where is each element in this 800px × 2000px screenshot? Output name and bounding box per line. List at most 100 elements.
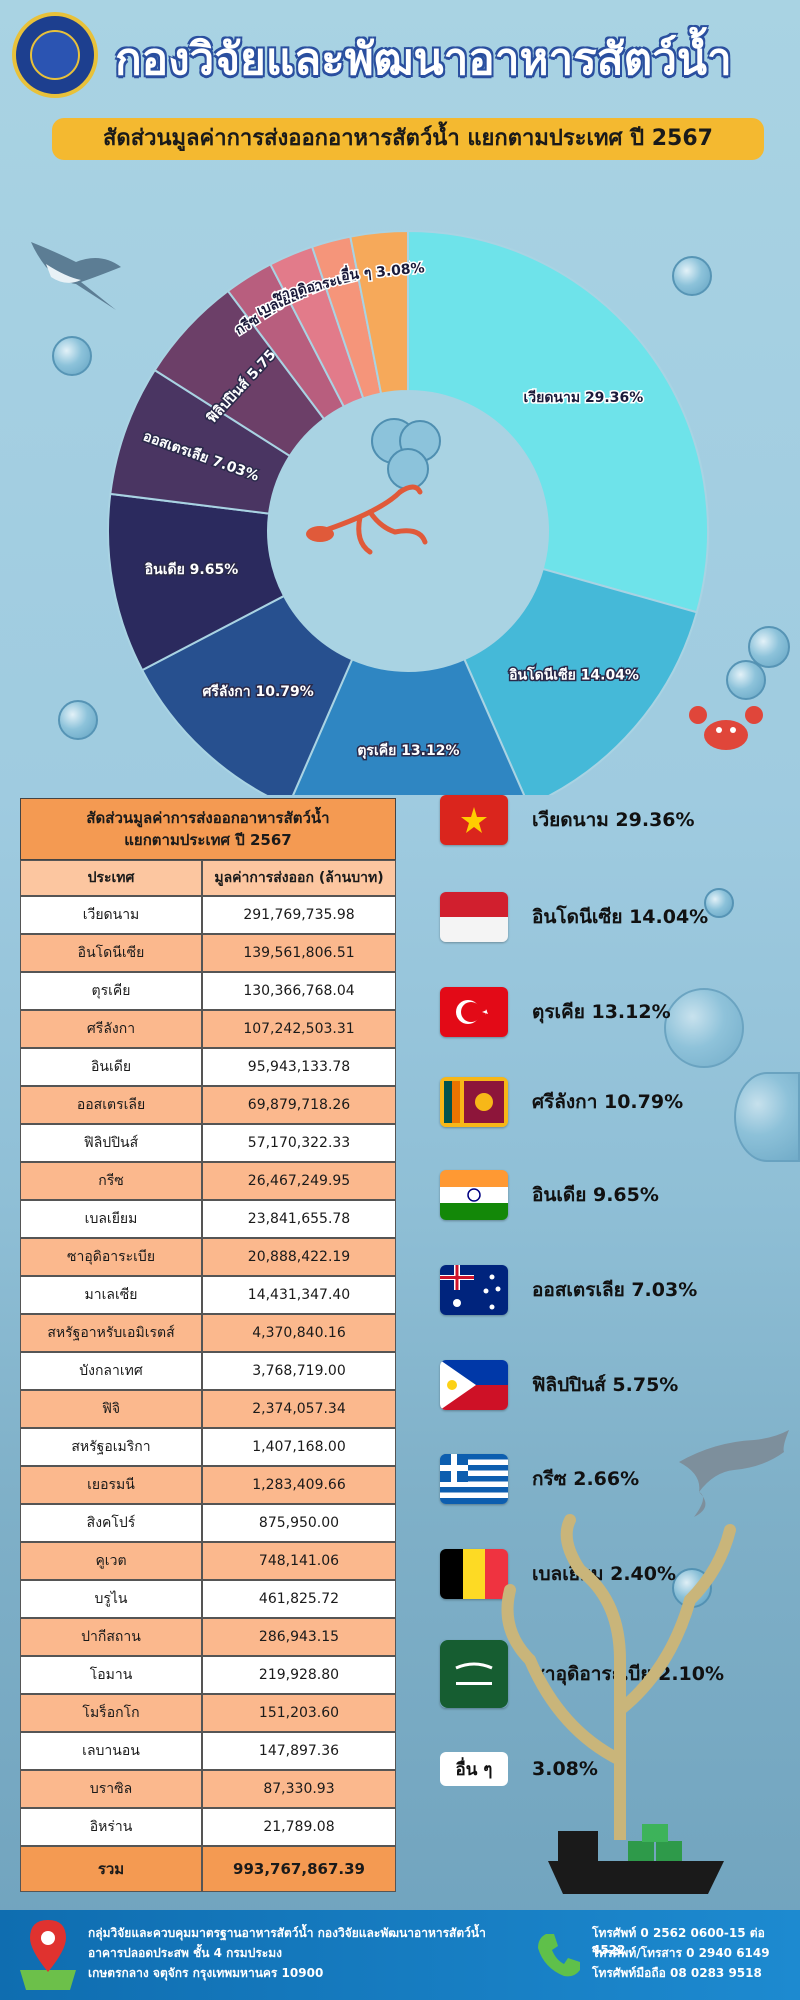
crab-icon [689, 706, 763, 750]
bubble-icon [58, 700, 98, 740]
table-cell-value: 1,407,168.00 [202, 1428, 396, 1466]
flag-india-icon [440, 1170, 508, 1220]
table-cell-value: 14,431,347.40 [202, 1276, 396, 1314]
bubble-icon [672, 256, 712, 296]
footer-address-2: อาคารปลอดประสพ ชั้น 4 กรมประมง [88, 1946, 282, 1960]
legend-item-indonesia: อินโดนีเซีย 14.04% [440, 890, 708, 944]
flag-saudi-icon [440, 1640, 508, 1708]
department-logo [12, 12, 98, 98]
legend-label: อินเดีย 9.65% [532, 1184, 659, 1206]
legend-item-saudi: ซาอุดิอาระเบีย 2.10% [440, 1640, 724, 1708]
donut-label-4: อินเดีย 9.65% [144, 562, 238, 578]
legend-item-greece: กรีซ 2.66% [440, 1452, 639, 1506]
table-cell-country: ปากีสถาน [20, 1618, 202, 1656]
table-cell-country: ตุรเคีย [20, 972, 202, 1010]
legend-item-vietnam: เวียดนาม 29.36% [440, 793, 695, 847]
flag-srilanka-icon [440, 1077, 508, 1127]
legend-label: ศรีลังกา 10.79% [532, 1091, 684, 1113]
map-pin-icon [20, 1920, 76, 1990]
table-cell-country: กรีซ [20, 1162, 202, 1200]
table-row: ปากีสถาน 286,943.15 [20, 1618, 396, 1656]
table-cell-country: ศรีลังกา [20, 1010, 202, 1048]
table-body: เวียดนาม 291,769,735.98 อินโดนีเซีย 139,561… [20, 896, 396, 1892]
table-row: กรีซ 26,467,249.95 [20, 1162, 396, 1200]
others-label-box: อื่น ๆ [440, 1752, 508, 1786]
table-cell-country: สหรัฐอาหรับเอมิเรตส์ [20, 1314, 202, 1352]
legend-item-philippines: ฟิลิปปินส์ 5.75% [440, 1358, 678, 1412]
table-cell-value: 461,825.72 [202, 1580, 396, 1618]
table-cell-value: 20,888,422.19 [202, 1238, 396, 1276]
ship-icon [548, 1824, 724, 1894]
table-cell-value: 3,768,719.00 [202, 1352, 396, 1390]
flag-vietnam-icon [440, 795, 508, 845]
table-row: บราซิล 87,330.93 [20, 1770, 396, 1808]
table-cell-country: เบลเยียม [20, 1200, 202, 1238]
table-cell-value: 26,467,249.95 [202, 1162, 396, 1200]
table-row: ฟิจิ 2,374,057.34 [20, 1390, 396, 1428]
table-row: อิหร่าน 21,789.08 [20, 1808, 396, 1846]
shark-icon [679, 1430, 789, 1517]
lobster-icon [306, 484, 428, 555]
legend-label: ตุรเคีย 13.12% [532, 1001, 671, 1023]
donut-label-2: ตุรเคีย 13.12% [357, 743, 459, 759]
footer-phone-3: โทรศัพท์มือถือ 08 0283 9518 [592, 1966, 762, 1980]
donut-slice-0 [407, 229, 709, 614]
table-cell-country: อินโดนีเซีย [20, 934, 202, 972]
table-cell-country: สหรัฐอเมริกา [20, 1428, 202, 1466]
table-row: เวียดนาม 291,769,735.98 [20, 896, 396, 934]
flag-indonesia-icon [440, 892, 508, 942]
table-cell-value: 219,928.80 [202, 1656, 396, 1694]
legend-label: กรีซ 2.66% [532, 1468, 640, 1490]
legend-item-australia: ออสเตรเลีย 7.03% [440, 1263, 697, 1317]
table-cell-country: บรูไน [20, 1580, 202, 1618]
legend-item-belgium: เบลเยี่ยม 2.40% [440, 1547, 676, 1601]
table-row: มาเลเซีย 14,431,347.40 [20, 1276, 396, 1314]
table-cell-value: 139,561,806.51 [202, 934, 396, 972]
legend-label: ออสเตรเลีย 7.03% [532, 1279, 698, 1301]
table-cell-value: 875,950.00 [202, 1504, 396, 1542]
table-header-row: ประเทศ มูลค่าการส่งออก (ล้านบาท) [20, 860, 396, 896]
flag-belgium-icon [440, 1549, 508, 1599]
donut-label-1: อินโดนีเซีย 14.04% [509, 665, 639, 683]
table-row: เยอรมนี 1,283,409.66 [20, 1466, 396, 1504]
chart-subtitle: สัดส่วนมูลค่าการส่งออกอาหารสัตว์น้ำ แยกต… [103, 126, 713, 151]
others-value: 3.08% [532, 1758, 598, 1780]
legend-item-india: อินเดีย 9.65% [440, 1168, 659, 1222]
table-cell-country: อิหร่าน [20, 1808, 202, 1846]
table-cell-country: คูเวต [20, 1542, 202, 1580]
header: กองวิจัยและพัฒนาอาหารสัตว์น้ำ [0, 0, 800, 120]
table-total-label: รวม [20, 1846, 202, 1892]
table-row: โอมาน 219,928.80 [20, 1656, 396, 1694]
table-cell-value: 147,897.36 [202, 1732, 396, 1770]
table-cell-country: โมร็อกโก [20, 1694, 202, 1732]
table-title: สัดส่วนมูลค่าการส่งออกอาหารสัตว์น้ำ แยกต… [20, 798, 396, 860]
table-row: ศรีลังกา 107,242,503.31 [20, 1010, 396, 1048]
table-row: ซาอุดิอาระเบีย 20,888,422.19 [20, 1238, 396, 1276]
table-row: ฟิลิปปินส์ 57,170,322.33 [20, 1124, 396, 1162]
table-cell-value: 21,789.08 [202, 1808, 396, 1846]
table-cell-country: เยอรมนี [20, 1466, 202, 1504]
table-cell-country: สิงคโปร์ [20, 1504, 202, 1542]
donut-label-0: เวียดนาม 29.36% [523, 390, 643, 406]
table-total-row: รวม 993,767,867.39 [20, 1846, 396, 1892]
table-cell-value: 57,170,322.33 [202, 1124, 396, 1162]
table-cell-value: 4,370,840.16 [202, 1314, 396, 1352]
table-cell-country: บังกลาเทศ [20, 1352, 202, 1390]
legend-label: เวียดนาม 29.36% [532, 809, 695, 831]
table-cell-value: 151,203.60 [202, 1694, 396, 1732]
footer-address-3: เกษตรกลาง จตุจักร กรุงเทพมหานคร 10900 [88, 1966, 324, 1980]
table-cell-country: ออสเตรเลีย [20, 1086, 202, 1124]
bubble-icon [704, 888, 734, 918]
table-row: ออสเตรเลีย 69,879,718.26 [20, 1086, 396, 1124]
table-cell-country: อินเดีย [20, 1048, 202, 1086]
table-cell-country: เวียดนาม [20, 896, 202, 934]
flag-greece-icon [440, 1454, 508, 1504]
table-cell-value: 1,283,409.66 [202, 1466, 396, 1504]
flag-philippines-icon [440, 1360, 508, 1410]
footer: กลุ่มวิจัยและควบคุมมาตรฐานอาหารสัตว์น้ำ … [0, 1910, 800, 2000]
table-cell-country: บราซิล [20, 1770, 202, 1808]
table-cell-country: โอมาน [20, 1656, 202, 1694]
table-cell-country: ฟิจิ [20, 1390, 202, 1428]
bubble-icon [726, 660, 766, 700]
table-row: บรูไน 461,825.72 [20, 1580, 396, 1618]
